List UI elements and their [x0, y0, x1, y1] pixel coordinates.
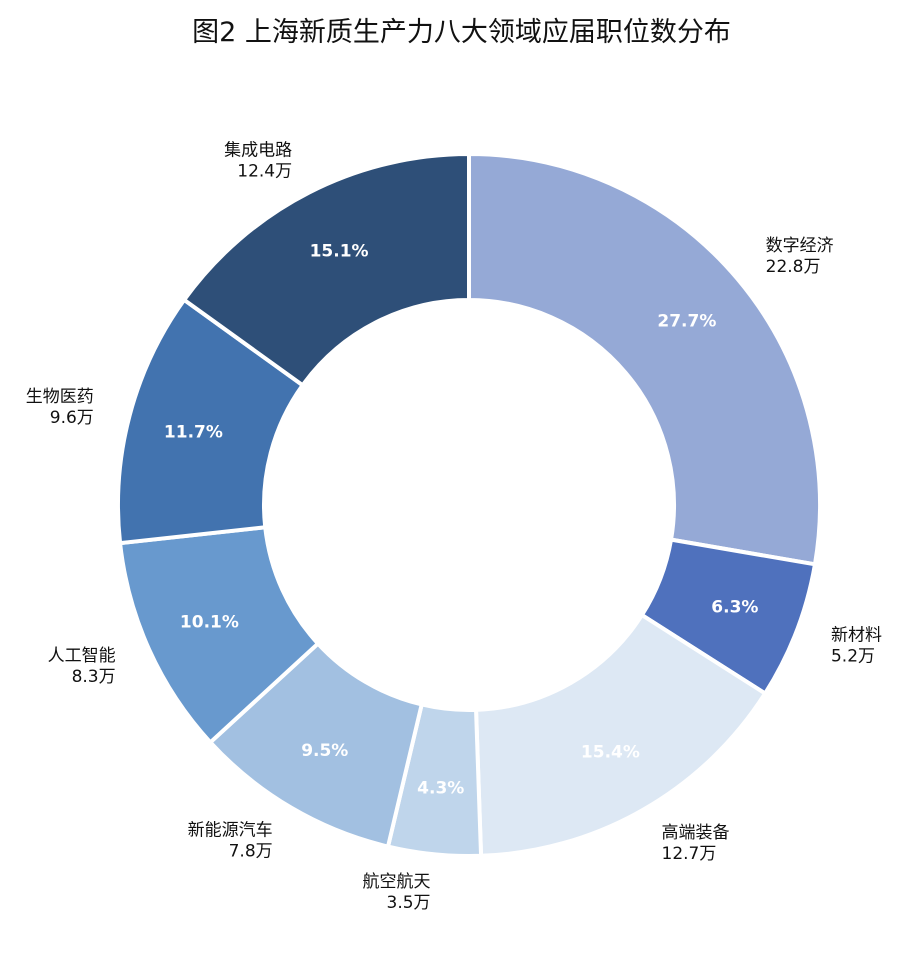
slice-2: [474, 613, 768, 858]
category-label-1: 新材料 5.2万: [831, 626, 882, 667]
category-label-2: 高端装备 12.7万: [662, 823, 730, 864]
category-value: 5.2万: [831, 647, 875, 667]
percent-label-4: 9.5%: [301, 741, 348, 761]
category-name: 集成电路: [224, 141, 292, 161]
category-value: 9.6万: [50, 408, 94, 428]
slice-0: [467, 152, 822, 567]
category-label-3: 航空航天 3.5万: [363, 872, 431, 913]
category-name: 数字经济: [766, 236, 834, 256]
percent-label-7: 15.1%: [310, 241, 369, 261]
category-name: 生物医药: [26, 387, 94, 407]
chart-title: 图2 上海新质生产力八大领域应届职位数分布: [192, 17, 731, 48]
category-label-7: 集成电路 12.4万: [224, 141, 292, 182]
category-name: 人工智能: [48, 646, 116, 666]
category-label-0: 数字经济 22.8万: [766, 236, 834, 277]
percent-label-6: 11.7%: [164, 422, 223, 442]
category-label-5: 人工智能 8.3万: [48, 646, 116, 687]
category-value: 22.8万: [766, 257, 821, 277]
percent-label-2: 15.4%: [581, 742, 640, 762]
percent-label-1: 6.3%: [711, 598, 758, 618]
percent-label-5: 10.1%: [180, 613, 239, 633]
category-name: 高端装备: [662, 823, 730, 843]
category-value: 3.5万: [387, 893, 431, 913]
category-value: 12.7万: [662, 844, 717, 864]
category-name: 新能源汽车: [188, 821, 273, 841]
category-label-6: 生物医药 9.6万: [26, 387, 94, 428]
category-label-4: 新能源汽车 7.8万: [188, 821, 273, 862]
category-value: 8.3万: [72, 667, 116, 687]
category-name: 航空航天: [363, 872, 431, 892]
percent-labels: 27.7% 6.3% 15.4% 4.3% 9.5% 10.1% 11.7% 15.1%: [164, 241, 759, 798]
percent-label-3: 4.3%: [417, 779, 464, 799]
category-name: 新材料: [831, 626, 882, 646]
category-value: 12.4万: [237, 162, 292, 182]
donut-slices: [116, 152, 822, 858]
slice-7: [182, 152, 471, 388]
category-value: 7.8万: [229, 842, 273, 862]
percent-label-0: 27.7%: [657, 311, 716, 331]
